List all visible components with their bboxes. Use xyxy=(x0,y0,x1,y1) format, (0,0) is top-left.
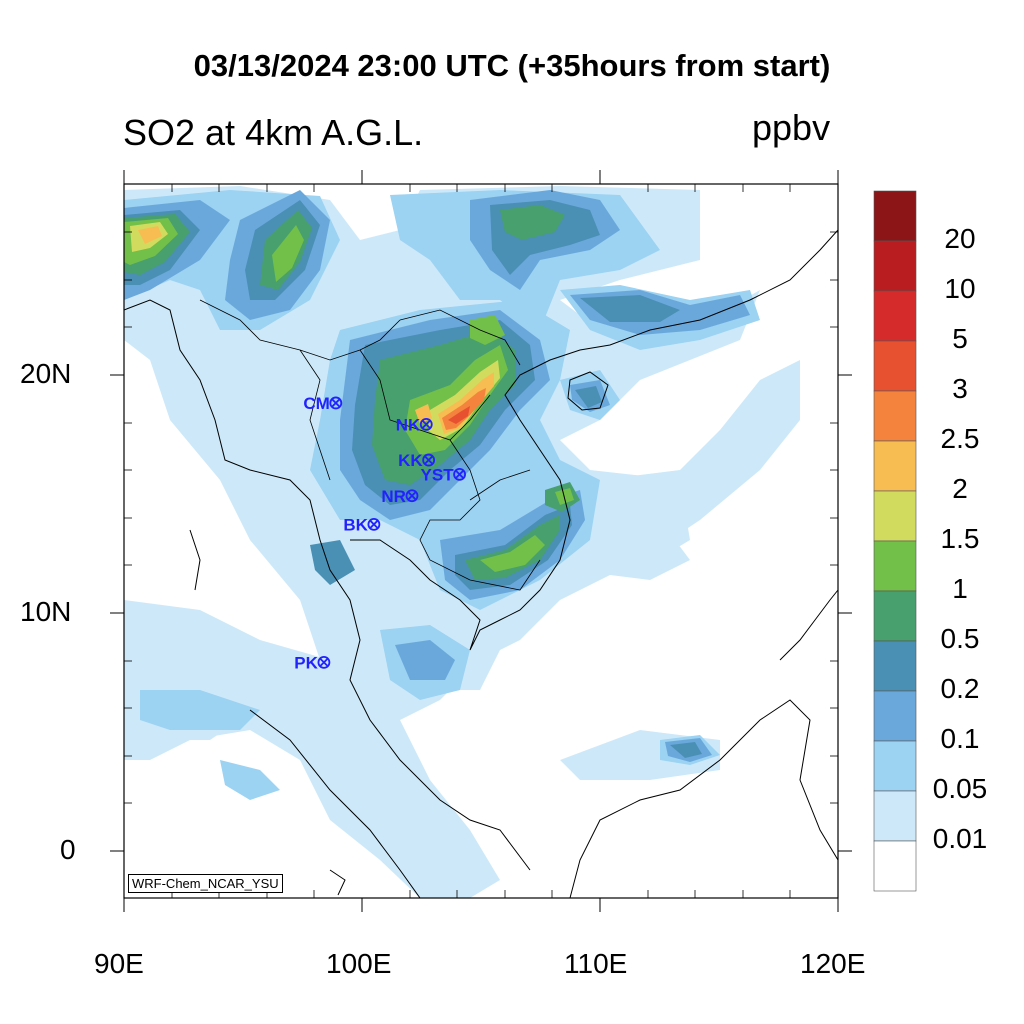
colorbar-box xyxy=(873,490,917,542)
coastlines xyxy=(124,229,838,898)
lat-label-10n: 10N xyxy=(20,596,72,627)
station-yst: YST xyxy=(421,465,466,484)
colorbar-label: 1 xyxy=(952,573,968,604)
lat-label-0: 0 xyxy=(60,834,76,865)
colorbar-label: 0.5 xyxy=(940,623,980,654)
station-cross xyxy=(331,398,341,408)
station-cross xyxy=(421,419,431,429)
colorbar-box xyxy=(873,390,917,442)
station-label: CM xyxy=(303,394,329,413)
station-cross xyxy=(455,469,465,479)
station-label: PK xyxy=(294,653,318,672)
colorbar-box xyxy=(873,190,917,242)
colorbar-box xyxy=(873,540,917,592)
colorbar xyxy=(873,190,917,892)
station-nk: NK xyxy=(396,415,433,434)
colorbar-label: 0.01 xyxy=(932,823,988,854)
station-label: NR xyxy=(381,487,406,506)
concentration-field xyxy=(124,186,800,898)
colorbar-box xyxy=(873,740,917,792)
colorbar-box xyxy=(873,640,917,692)
station-cross xyxy=(319,657,329,667)
plot-frame xyxy=(123,183,839,899)
model-credit: WRF-Chem_NCAR_YSU xyxy=(128,874,283,893)
map-title: 03/13/2024 23:00 UTC (+35hours from star… xyxy=(193,48,831,83)
station-bk: BK xyxy=(343,515,381,534)
country-borders xyxy=(199,299,541,591)
colorbar-box xyxy=(873,340,917,392)
colorbar-label: 5 xyxy=(952,323,968,354)
axis-ticks xyxy=(110,170,852,912)
lat-label-20n: 20N xyxy=(20,358,72,389)
lon-label-110e: 110E xyxy=(564,948,628,979)
colorbar-box xyxy=(873,690,917,742)
contour-3 xyxy=(448,406,470,424)
colorbar-label: 20 xyxy=(944,223,976,254)
station-label: BK xyxy=(343,515,368,534)
colorbar-box xyxy=(873,240,917,292)
colorbar-label: 1.5 xyxy=(940,523,980,554)
station-symbol xyxy=(317,655,331,669)
colorbar-box xyxy=(873,840,917,892)
station-nr: NR xyxy=(381,487,419,506)
station-symbol xyxy=(367,517,381,531)
station-cross xyxy=(424,455,434,465)
colorbar-box xyxy=(873,790,917,842)
colorbar-box xyxy=(873,590,917,642)
colorbar-label: 0.2 xyxy=(940,673,980,704)
colorbar-box xyxy=(873,440,917,492)
colorbar-label: 0.1 xyxy=(940,723,980,754)
colorbar-label: 2.5 xyxy=(940,423,980,454)
station-symbol xyxy=(453,467,466,481)
station-pk: PK xyxy=(294,653,331,672)
station-symbol xyxy=(422,453,436,467)
station-symbol xyxy=(419,417,433,431)
station-cross xyxy=(407,491,417,501)
station-label: NK xyxy=(396,415,421,434)
station-symbol xyxy=(329,396,343,410)
lon-label-90e: 90E xyxy=(94,948,144,979)
station-cm: CM xyxy=(303,394,343,413)
colorbar-box xyxy=(873,290,917,342)
station-label: KK xyxy=(398,451,423,470)
colorbar-label: 2 xyxy=(952,473,968,504)
station-symbol xyxy=(405,489,419,503)
lon-label-120e: 120E xyxy=(800,948,866,979)
station-kk: KK xyxy=(398,451,436,470)
station-cross xyxy=(369,519,379,529)
minor-ticks xyxy=(124,184,838,898)
map-subtitle: SO2 at 4km A.G.L. xyxy=(123,112,424,153)
colorbar-label: 0.05 xyxy=(932,773,988,804)
colorbar-label: 10 xyxy=(944,273,976,304)
lon-label-100e: 100E xyxy=(326,948,392,979)
station-label: YST xyxy=(421,465,455,484)
colorbar-label: 3 xyxy=(952,373,968,404)
units-label: ppbv xyxy=(752,107,831,148)
